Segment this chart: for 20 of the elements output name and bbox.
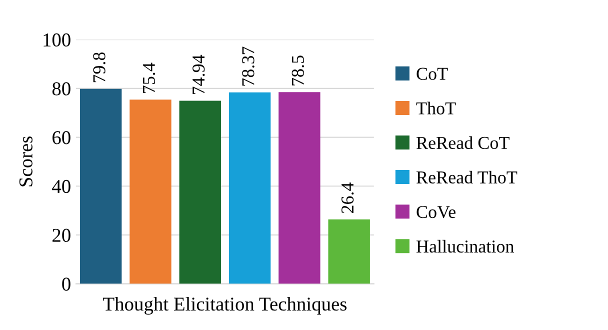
y-tick-label: 80: [52, 82, 70, 96]
legend-label: CoVe: [416, 206, 456, 218]
legend-label: Hallucination: [416, 240, 514, 253]
data-label: 74.94: [192, 54, 205, 94]
legend-label: CoT: [416, 68, 448, 80]
y-tick-label: 20: [52, 228, 70, 242]
data-label: 75.4: [142, 62, 156, 93]
data-label: 78.37: [242, 46, 254, 86]
data-label: 26.4: [341, 182, 354, 213]
y-tick-label: 100: [44, 33, 70, 47]
y-tick-label: 0: [62, 278, 70, 291]
x-axis-title: Thought Elicitation Techniques: [103, 296, 347, 315]
data-label: 78.5: [292, 56, 304, 86]
legend-label: ReRead CoT: [416, 136, 510, 150]
y-tick-label: 40: [52, 180, 70, 194]
legend-label: ThoT: [416, 102, 456, 114]
legend-label: ReRead ThoT: [416, 170, 518, 184]
y-axis-title: Scores: [19, 136, 32, 186]
y-tick-label: 60: [52, 131, 70, 144]
data-label: 79.8: [93, 52, 106, 82]
